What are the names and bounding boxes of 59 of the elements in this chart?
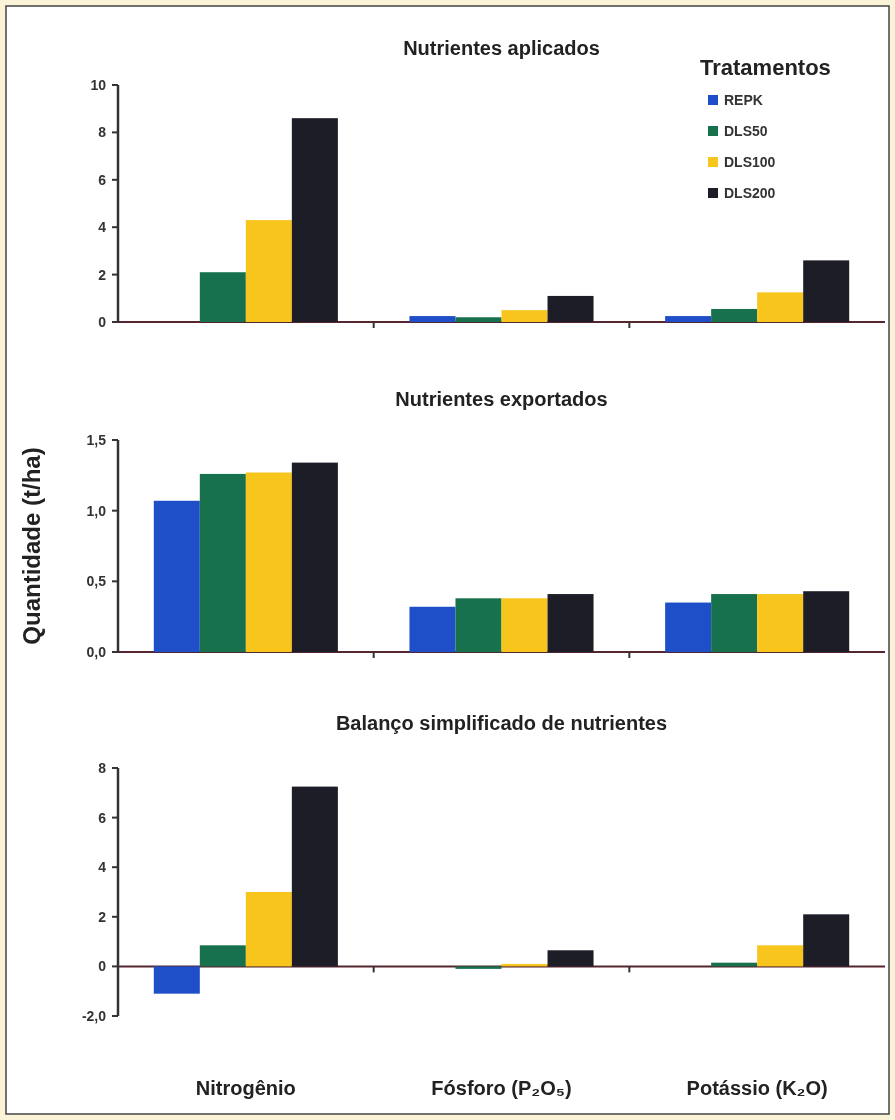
bar bbox=[291, 786, 338, 967]
bar bbox=[803, 260, 850, 322]
y-tick-label: 0 bbox=[98, 313, 107, 330]
legend-label: DLS50 bbox=[724, 123, 768, 139]
y-tick-label: 1,5 bbox=[86, 431, 107, 448]
bar bbox=[547, 950, 594, 967]
y-tick-label: 2 bbox=[98, 266, 107, 283]
y-tick-label: 0,5 bbox=[86, 573, 107, 590]
bar bbox=[409, 316, 456, 322]
y-tick-label: 6 bbox=[98, 809, 107, 826]
x-tick-label: Potássio (K₂O) bbox=[686, 1077, 828, 1099]
bar bbox=[803, 914, 850, 967]
legend-label: DLS200 bbox=[724, 185, 776, 201]
bar bbox=[547, 295, 594, 322]
y-tick-label: 0 bbox=[98, 958, 107, 975]
bar bbox=[501, 598, 548, 652]
bar bbox=[455, 966, 502, 969]
chart-title: Nutrientes aplicados bbox=[403, 37, 600, 59]
bar bbox=[409, 606, 456, 652]
bar bbox=[245, 220, 292, 322]
y-axis-title: Quantidade (t/ha) bbox=[18, 447, 45, 645]
bar bbox=[199, 473, 246, 652]
chart-title: Balanço simplificado de nutrientes bbox=[335, 712, 668, 734]
bar bbox=[245, 472, 292, 652]
y-tick-label: 6 bbox=[98, 171, 107, 188]
chart-title: Nutrientes exportados bbox=[395, 388, 608, 410]
bar bbox=[245, 892, 292, 967]
bar bbox=[501, 310, 548, 322]
bar bbox=[711, 308, 758, 322]
y-tick-label: 10 bbox=[90, 76, 107, 93]
bar bbox=[803, 591, 850, 652]
bar bbox=[711, 594, 758, 652]
legend-title: Tratamentos bbox=[700, 55, 831, 80]
bar bbox=[153, 966, 200, 994]
bar bbox=[291, 462, 338, 652]
bar bbox=[199, 945, 246, 967]
bar bbox=[153, 500, 200, 652]
bar bbox=[455, 598, 502, 652]
x-tick-label: Fósforo (P₂O₅) bbox=[431, 1077, 572, 1099]
bar bbox=[757, 292, 804, 322]
y-tick-label: 1,0 bbox=[86, 502, 107, 519]
y-tick-label: 8 bbox=[98, 124, 107, 141]
bar bbox=[291, 118, 338, 322]
bar bbox=[665, 602, 712, 652]
bar bbox=[757, 945, 804, 967]
bar bbox=[665, 316, 712, 322]
y-tick-label: 4 bbox=[98, 859, 107, 876]
bar bbox=[455, 317, 502, 322]
y-tick-label: -2,0 bbox=[81, 1007, 107, 1024]
legend-label: DLS100 bbox=[724, 154, 776, 170]
legend-label: REPK bbox=[724, 92, 763, 108]
y-tick-label: 8 bbox=[98, 759, 107, 776]
y-tick-label: 4 bbox=[98, 219, 107, 236]
y-tick-label: 2 bbox=[98, 908, 107, 925]
bar bbox=[547, 594, 594, 652]
bar bbox=[199, 272, 246, 322]
x-tick-label: Nitrogênio bbox=[195, 1077, 296, 1099]
y-tick-label: 0,0 bbox=[86, 643, 107, 660]
bar bbox=[757, 594, 804, 652]
